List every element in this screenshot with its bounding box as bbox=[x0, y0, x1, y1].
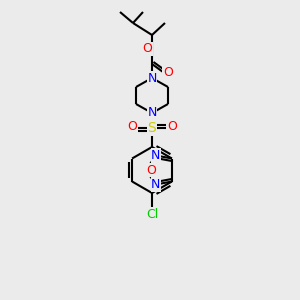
Text: N: N bbox=[147, 106, 157, 119]
Text: Cl: Cl bbox=[146, 208, 158, 221]
Text: N: N bbox=[151, 178, 160, 191]
Text: S: S bbox=[148, 121, 156, 135]
Text: O: O bbox=[127, 121, 137, 134]
Text: N: N bbox=[151, 149, 160, 162]
Text: N: N bbox=[147, 71, 157, 85]
Text: O: O bbox=[142, 43, 152, 56]
Text: O: O bbox=[163, 65, 173, 79]
Text: O: O bbox=[167, 121, 177, 134]
Text: O: O bbox=[146, 164, 156, 176]
